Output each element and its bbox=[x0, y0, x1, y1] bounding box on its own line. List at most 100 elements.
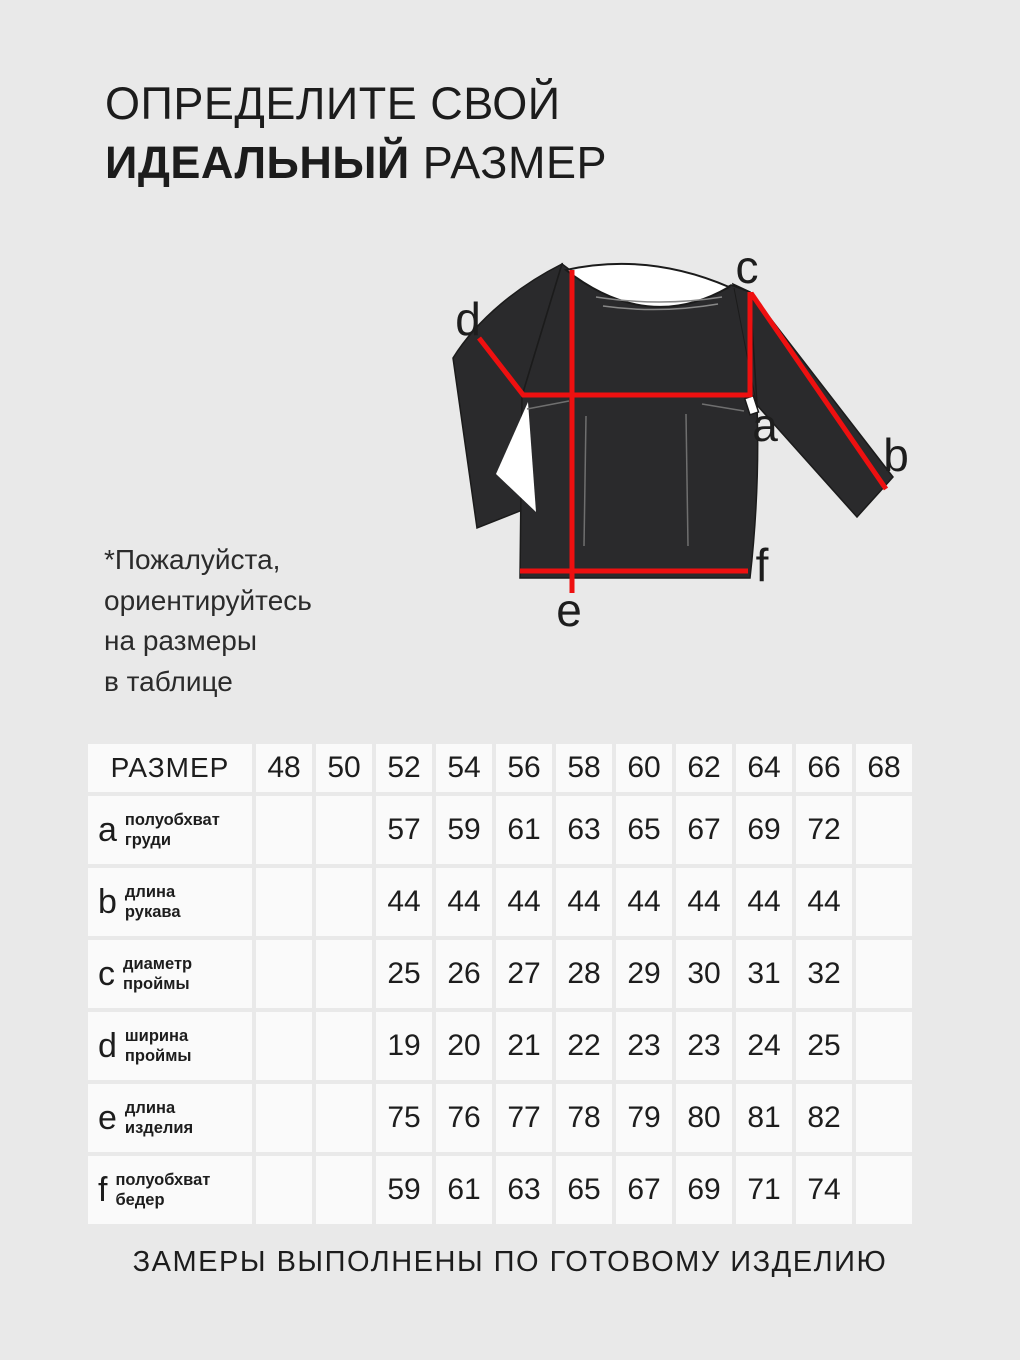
diagram-label-b: b bbox=[883, 429, 909, 481]
note-line: в таблице bbox=[104, 665, 233, 697]
table-row-d: d ширина проймы 19 20 21 22 23 23 24 25 bbox=[88, 1012, 912, 1080]
value-cell bbox=[256, 1084, 312, 1152]
diagram-label-a: a bbox=[752, 399, 778, 451]
note-line: ориентируйтесь bbox=[104, 584, 312, 616]
row-label: c диаметр проймы bbox=[88, 954, 252, 994]
value-cell: 59 bbox=[436, 796, 492, 864]
row-label-cell: b длина рукава bbox=[88, 868, 252, 936]
measure-line-b-sleeve bbox=[748, 291, 889, 491]
header-cell: 56 bbox=[496, 744, 552, 792]
front-seam-left bbox=[583, 415, 587, 547]
garment-measurement-diagram: c d a b f e bbox=[420, 241, 940, 636]
value-cell: 59 bbox=[376, 1156, 432, 1224]
value-cell bbox=[256, 1012, 312, 1080]
header-cell: 50 bbox=[316, 744, 372, 792]
value-cell: 19 bbox=[376, 1012, 432, 1080]
header-cell: 60 bbox=[616, 744, 672, 792]
header-cell: 54 bbox=[436, 744, 492, 792]
diagram-label-c: c bbox=[736, 248, 759, 293]
value-cell: 77 bbox=[496, 1084, 552, 1152]
table-row-b: b длина рукава 44 44 44 44 44 44 44 44 bbox=[88, 868, 912, 936]
header-cell: 64 bbox=[736, 744, 792, 792]
value-cell bbox=[256, 1156, 312, 1224]
collar-stitch-line-1 bbox=[595, 296, 723, 303]
table-row-f: f полуобхват бедер 59 61 63 65 67 69 71 … bbox=[88, 1156, 912, 1224]
footer-text: ЗАМЕРЫ ВЫПОЛНЕНЫ ПО ГОТОВОМУ ИЗДЕЛИЮ bbox=[132, 1246, 888, 1278]
value-cell: 44 bbox=[796, 868, 852, 936]
value-cell bbox=[256, 796, 312, 864]
value-cell bbox=[856, 796, 912, 864]
value-cell: 44 bbox=[736, 868, 792, 936]
row-label: a полуобхват груди bbox=[88, 810, 252, 850]
value-cell: 75 bbox=[376, 1084, 432, 1152]
value-cell: 27 bbox=[496, 940, 552, 1008]
value-cell bbox=[856, 1012, 912, 1080]
sweater-body bbox=[519, 262, 759, 579]
page-title-line2-rest: РАЗМЕР bbox=[409, 137, 607, 189]
size-table-header-row: РАЗМЕР 48 50 52 54 56 58 60 62 64 66 68 bbox=[88, 744, 912, 792]
page-title: ОПРЕДЕЛИТЕ СВОЙ ИДЕАЛЬНЫЙ РАЗМЕР bbox=[105, 74, 607, 193]
value-cell: 23 bbox=[616, 1012, 672, 1080]
row-label-cell: c диаметр проймы bbox=[88, 940, 252, 1008]
value-cell bbox=[856, 940, 912, 1008]
value-cell: 44 bbox=[436, 868, 492, 936]
value-cell: 25 bbox=[376, 940, 432, 1008]
value-cell: 76 bbox=[436, 1084, 492, 1152]
row-name: ширина проймы bbox=[124, 1026, 192, 1065]
table-row-e: e длина изделия 75 76 77 78 79 80 81 82 bbox=[88, 1084, 912, 1152]
row-letter: e bbox=[98, 1099, 117, 1137]
value-cell bbox=[256, 868, 312, 936]
row-name: длина рукава bbox=[124, 882, 181, 921]
value-cell: 32 bbox=[796, 940, 852, 1008]
row-letter: f bbox=[98, 1171, 108, 1209]
value-cell: 29 bbox=[616, 940, 672, 1008]
diagram-label-e: e bbox=[556, 584, 582, 633]
value-cell: 23 bbox=[676, 1012, 732, 1080]
value-cell: 20 bbox=[436, 1012, 492, 1080]
value-cell bbox=[856, 1156, 912, 1224]
header-cell: 52 bbox=[376, 744, 432, 792]
value-cell: 44 bbox=[616, 868, 672, 936]
collar bbox=[563, 262, 732, 308]
header-cell: 68 bbox=[856, 744, 912, 792]
row-label: e длина изделия bbox=[88, 1098, 252, 1138]
value-cell: 25 bbox=[796, 1012, 852, 1080]
row-label-cell: d ширина проймы bbox=[88, 1012, 252, 1080]
row-label: f полуобхват бедер bbox=[88, 1170, 252, 1210]
value-cell: 67 bbox=[676, 796, 732, 864]
header-cell: 62 bbox=[676, 744, 732, 792]
value-cell: 65 bbox=[616, 796, 672, 864]
row-label-cell: a полуобхват груди bbox=[88, 796, 252, 864]
value-cell: 57 bbox=[376, 796, 432, 864]
value-cell bbox=[316, 796, 372, 864]
sweater-left-sleeve bbox=[452, 262, 564, 530]
value-cell: 74 bbox=[796, 1156, 852, 1224]
value-cell bbox=[316, 1084, 372, 1152]
page-title-line1: ОПРЕДЕЛИТЕ СВОЙ bbox=[105, 78, 561, 129]
row-letter: b bbox=[98, 883, 117, 921]
row-name: длина изделия bbox=[124, 1098, 194, 1137]
value-cell: 31 bbox=[736, 940, 792, 1008]
diagram-label-d: d bbox=[455, 293, 481, 345]
row-label: b длина рукава bbox=[88, 882, 252, 922]
value-cell: 22 bbox=[556, 1012, 612, 1080]
right-pocket-seam bbox=[701, 403, 745, 412]
value-cell bbox=[316, 1156, 372, 1224]
row-letter: c bbox=[98, 955, 115, 993]
header-cell: 58 bbox=[556, 744, 612, 792]
row-letter: a bbox=[98, 811, 117, 849]
note-line: *Пожалуйста, bbox=[104, 544, 281, 575]
value-cell: 69 bbox=[736, 796, 792, 864]
value-cell: 44 bbox=[676, 868, 732, 936]
value-cell: 65 bbox=[556, 1156, 612, 1224]
collar-stitch-line-2 bbox=[602, 303, 719, 311]
sweater-illustration: c d a b f e bbox=[452, 241, 909, 636]
note-text: *Пожалуйста, ориентируйтесь на размеры в… bbox=[104, 540, 312, 702]
value-cell: 24 bbox=[736, 1012, 792, 1080]
table-row-a: a полуобхват груди 57 59 61 63 65 67 69 … bbox=[88, 796, 912, 864]
value-cell: 61 bbox=[436, 1156, 492, 1224]
value-cell: 63 bbox=[556, 796, 612, 864]
value-cell: 78 bbox=[556, 1084, 612, 1152]
value-cell: 28 bbox=[556, 940, 612, 1008]
